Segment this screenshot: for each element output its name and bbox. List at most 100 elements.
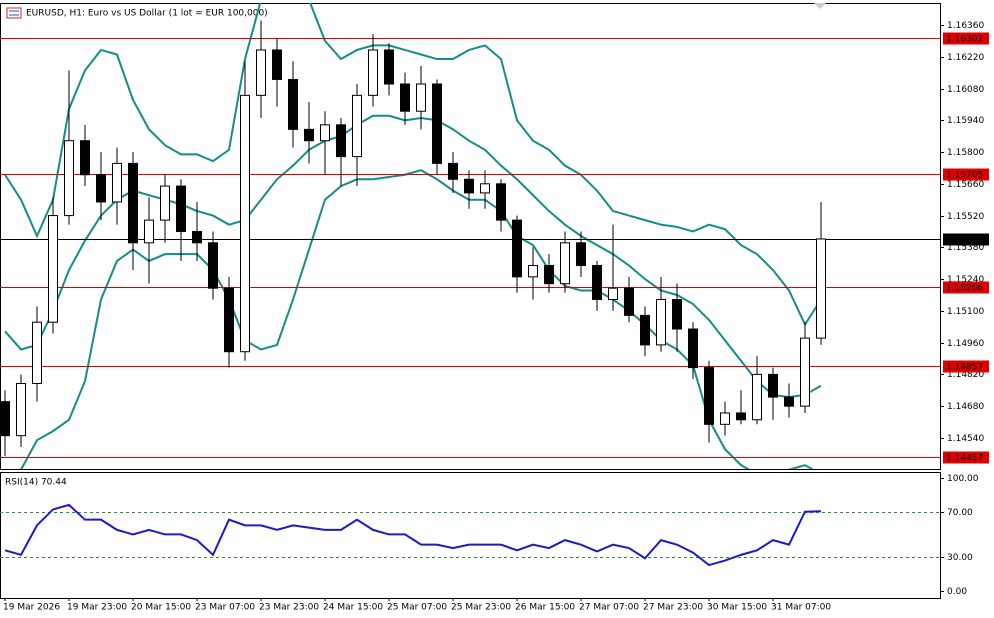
y-tick-label: 1.16080	[947, 85, 984, 95]
level-label-box	[943, 451, 989, 464]
level-label-box	[943, 168, 989, 181]
x-tick-label: 19 Mar 23:00	[67, 603, 127, 613]
x-tick-label: 26 Mar 15:00	[515, 603, 575, 613]
rsi-line	[4, 503, 822, 567]
candle-body	[240, 94, 250, 353]
level-label: 1.15206	[946, 284, 983, 294]
level-label-box	[943, 32, 989, 45]
candle-body	[560, 242, 570, 285]
y-tick-label: 1.15380	[947, 243, 984, 253]
level-label: 1.14457	[946, 454, 983, 464]
candle-body	[608, 287, 618, 301]
candle-body	[496, 183, 506, 221]
x-tick-label: 24 Mar 15:00	[323, 603, 383, 613]
level-label: 1.14857	[946, 363, 983, 373]
candle-body	[352, 94, 362, 158]
y-tick-label: 100.00	[947, 474, 979, 484]
candle-body	[512, 219, 522, 278]
candle-body	[624, 287, 634, 316]
x-tick-label: 27 Mar 07:00	[579, 603, 639, 613]
candle-body	[784, 396, 794, 407]
candle-body	[144, 219, 154, 244]
candle-body	[112, 162, 122, 203]
y-tick-label: 0.00	[947, 587, 967, 597]
candle-body	[160, 185, 170, 221]
y-tick-label: 30.00	[947, 553, 973, 563]
candle-body	[400, 83, 410, 112]
y-tick-label: 1.16220	[947, 53, 984, 63]
shift-marker	[814, 3, 826, 9]
y-tick-label: 1.14540	[947, 434, 984, 444]
candle-body	[752, 373, 762, 421]
candle-body	[544, 264, 554, 285]
candle-body	[224, 287, 234, 353]
band-line	[4, 114, 822, 399]
symbol-icon	[6, 7, 22, 19]
level-label-box	[943, 281, 989, 294]
candle-body	[816, 238, 826, 339]
main-frame	[0, 3, 941, 470]
candle-body	[96, 174, 106, 203]
x-tick-label: 27 Mar 23:00	[643, 603, 703, 613]
candle-body	[464, 178, 474, 194]
chart-title: EURUSD, H1: Euro vs US Dollar (1 lot = E…	[26, 9, 268, 19]
candle-body	[336, 124, 346, 158]
candle-body	[32, 321, 42, 384]
x-tick-label: 30 Mar 15:00	[707, 603, 767, 613]
axes: 1.16360 1.16220 1.16080 1.15940 1.15800 1.156…	[3, 21, 989, 613]
candle-body	[80, 140, 90, 176]
level-label-box	[943, 233, 989, 246]
band-line	[20, 169, 814, 469]
band-line	[4, 3, 822, 327]
candle-body	[800, 337, 810, 407]
candle-body	[304, 128, 314, 142]
y-tick-label: 1.15660	[947, 180, 984, 190]
main-plot	[0, 3, 940, 469]
candle-body	[368, 49, 378, 96]
candle-body	[672, 299, 682, 330]
level-label-box	[943, 360, 989, 373]
candle-body	[704, 367, 714, 425]
candle-body	[320, 124, 330, 142]
candle-body	[768, 373, 778, 398]
candle-body	[208, 242, 218, 289]
y-tick-label: 1.15240	[947, 275, 984, 285]
y-tick-label: 1.15100	[947, 307, 984, 317]
candle-body	[720, 412, 730, 425]
y-tick-label: 70.00	[947, 508, 973, 518]
y-tick-label: 1.15800	[947, 148, 984, 158]
candle-body	[384, 49, 394, 85]
candle-body	[0, 401, 10, 437]
level-label: 1.15417	[946, 236, 983, 246]
rsi-frame	[0, 472, 941, 599]
candle-body	[688, 328, 698, 369]
candle-body	[640, 314, 650, 346]
candle-body	[16, 382, 26, 437]
candle-body	[288, 78, 298, 130]
y-tick-label: 1.15940	[947, 116, 984, 126]
candle-body	[256, 49, 266, 96]
y-tick-label: 1.14680	[947, 402, 984, 412]
x-tick-label: 23 Mar 07:00	[195, 603, 255, 613]
x-tick-label: 19 Mar 2026	[3, 603, 60, 613]
y-tick-label: 1.14960	[947, 339, 984, 349]
candle-body	[272, 49, 282, 80]
candle-body	[480, 183, 490, 194]
candle-body	[416, 83, 426, 112]
candle-body	[192, 230, 202, 244]
y-tick-label: 1.15520	[947, 212, 984, 222]
candle-body	[432, 83, 442, 164]
candle-body	[64, 140, 74, 217]
x-tick-label: 25 Mar 07:00	[387, 603, 447, 613]
candle-body	[128, 162, 138, 244]
rsi-plot	[0, 503, 940, 567]
candle-body	[656, 299, 666, 346]
x-tick-label: 25 Mar 23:00	[451, 603, 511, 613]
candle-body	[576, 242, 586, 266]
x-tick-label: 23 Mar 23:00	[259, 603, 319, 613]
candle-body	[736, 412, 746, 421]
y-tick-label: 1.16360	[947, 21, 984, 31]
candle-body	[176, 185, 186, 232]
